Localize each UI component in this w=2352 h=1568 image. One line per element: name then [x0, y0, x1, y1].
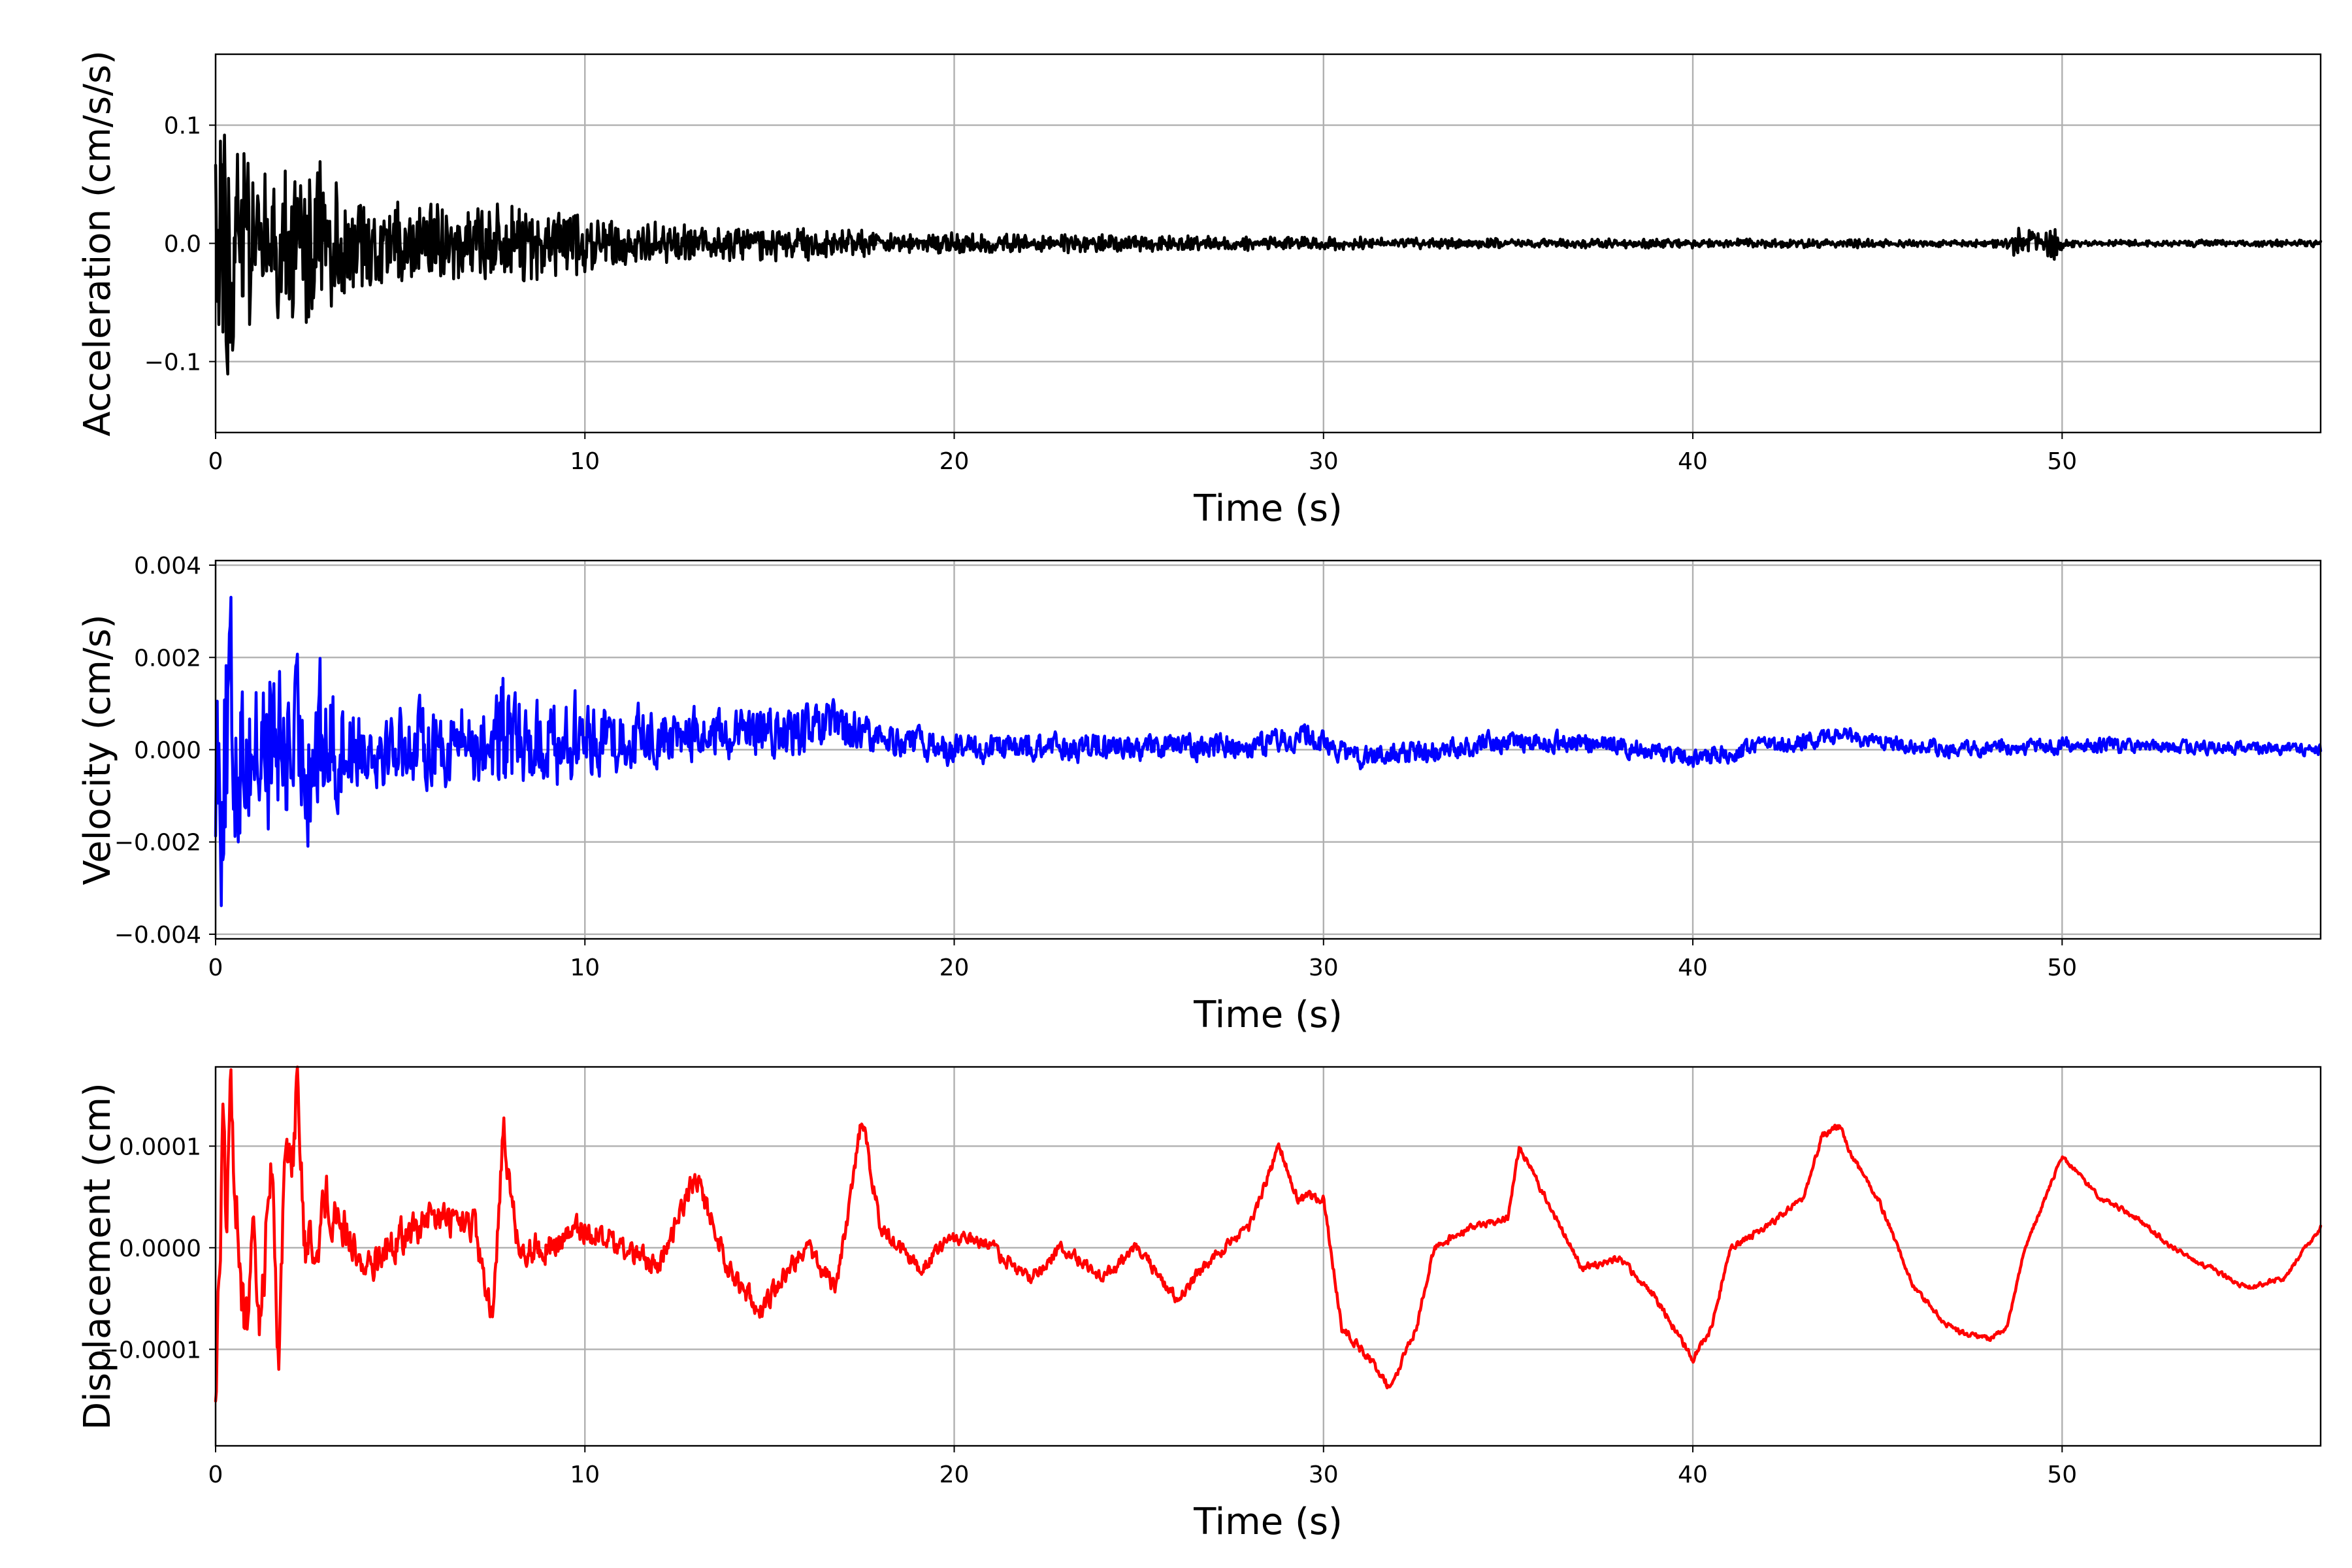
x-tick-label: 0: [208, 1462, 223, 1488]
acceleration-y-axis-label: Acceleration (cm/s/s): [76, 50, 119, 436]
y-tick-label: −0.1: [144, 349, 201, 376]
x-tick-label: 0: [208, 955, 223, 981]
velocity-series-line: [214, 595, 2323, 907]
x-tick-label: 20: [939, 955, 970, 981]
velocity-y-axis-label: Velocity (cm/s): [76, 614, 119, 885]
acceleration-panel: 0 10 20 30 40 50 −0.1 0.0 0.1 Time (s) Acceleratio…: [76, 50, 2323, 530]
x-tick-label: 50: [2047, 448, 2077, 475]
y-tick-label: −0.004: [114, 922, 201, 949]
y-tick-label: 0.1: [164, 113, 201, 140]
acceleration-x-axis-label: Time (s): [1193, 487, 1343, 530]
displacement-series-line: [214, 1065, 2323, 1403]
chart-panels: 0 10 20 30 40 50 −0.1 0.0 0.1 Time (s) Acceleratio…: [76, 50, 2323, 1543]
x-tick-label: 20: [939, 1462, 970, 1488]
y-tick-label: −0.002: [114, 830, 201, 857]
y-tick-label: −0.0001: [99, 1337, 201, 1364]
displacement-x-axis-label: Time (s): [1193, 1501, 1343, 1543]
x-tick-label: 40: [1678, 448, 1708, 475]
x-tick-label: 30: [1309, 955, 1339, 981]
velocity-panel: 0 10 20 30 40 50 −0.004 −0.002 0.000 0.002 0.004 Ti…: [76, 553, 2323, 1036]
velocity-x-axis-label: Time (s): [1193, 994, 1343, 1036]
displacement-panel: 0 10 20 30 40 50 −0.0001 0.0000 0.0001 Time (s) Di…: [76, 1065, 2323, 1543]
x-tick-label: 10: [570, 955, 600, 981]
x-tick-label: 50: [2047, 955, 2077, 981]
x-tick-label: 50: [2047, 1462, 2077, 1488]
y-tick-label: 0.002: [134, 645, 201, 672]
x-tick-label: 30: [1309, 1462, 1339, 1488]
x-tick-label: 20: [939, 448, 970, 475]
y-tick-label: 0.0: [164, 231, 201, 258]
x-tick-label: 0: [208, 448, 223, 475]
y-tick-label: 0.0001: [119, 1134, 201, 1160]
x-tick-label: 40: [1678, 955, 1708, 981]
plot-frame: [214, 1066, 2322, 1447]
displacement-y-axis-label: Displacement (cm): [76, 1083, 119, 1430]
acceleration-series-line: [214, 133, 2323, 376]
x-tick-label: 30: [1309, 448, 1339, 475]
x-tick-label: 10: [570, 1462, 600, 1488]
y-tick-label: 0.000: [134, 738, 201, 764]
y-tick-label: 0.004: [134, 553, 201, 580]
x-tick-label: 10: [570, 448, 600, 475]
x-tick-label: 40: [1678, 1462, 1708, 1488]
y-tick-label: 0.0000: [119, 1235, 201, 1262]
